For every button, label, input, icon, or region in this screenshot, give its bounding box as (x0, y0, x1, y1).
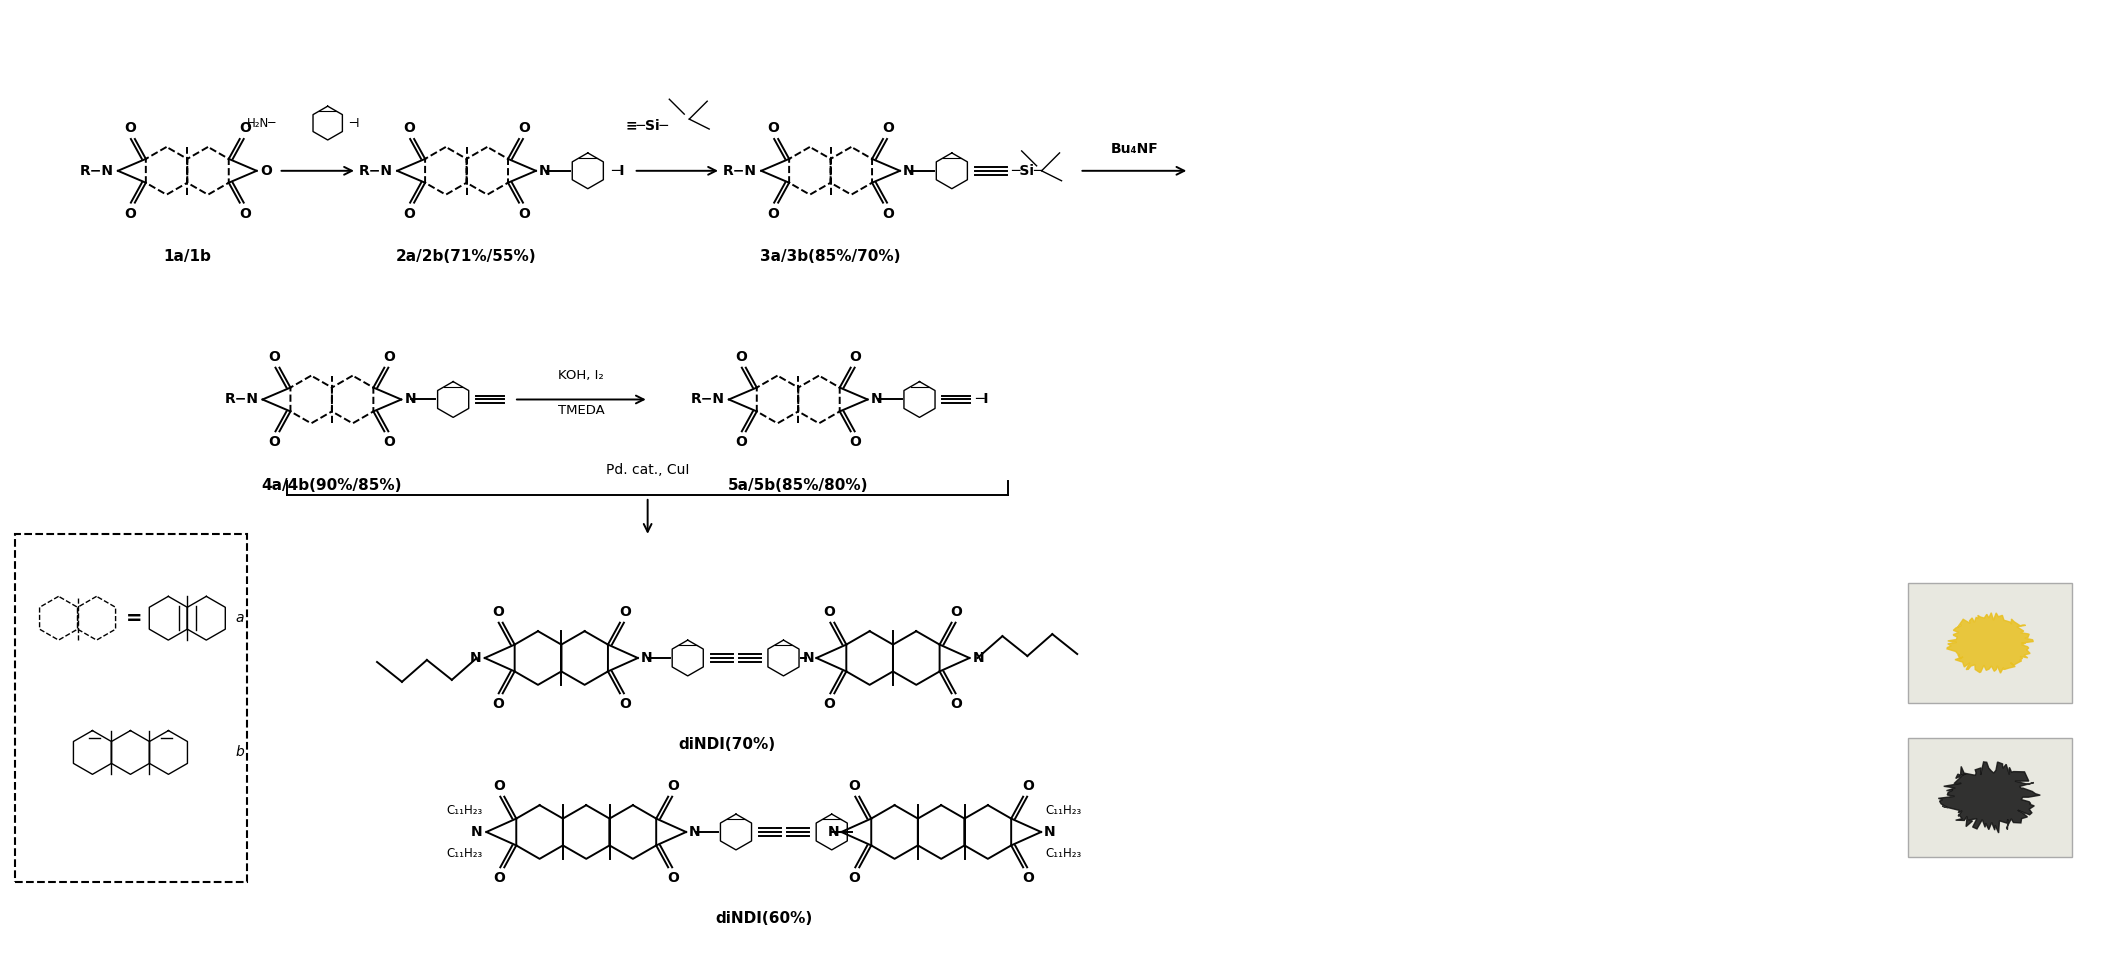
Text: C₁₁H₂₃: C₁₁H₂₃ (1045, 803, 1081, 817)
Text: O: O (124, 121, 135, 135)
Text: ─I: ─I (976, 392, 988, 406)
Text: H₂N─: H₂N─ (247, 116, 276, 130)
Text: R−N: R−N (691, 392, 725, 406)
Text: O: O (1022, 779, 1035, 793)
Text: 2a/2b(71%/55%): 2a/2b(71%/55%) (396, 249, 537, 265)
Text: ─Si─: ─Si─ (1011, 164, 1043, 177)
Text: O: O (849, 871, 860, 886)
Text: O: O (402, 121, 415, 135)
Text: O: O (849, 435, 862, 450)
Text: N: N (689, 825, 702, 839)
Text: O: O (383, 435, 396, 450)
Text: KOH, I₂: KOH, I₂ (558, 368, 605, 382)
Text: R−N: R−N (723, 164, 756, 177)
Text: N: N (470, 825, 483, 839)
Text: O: O (402, 206, 415, 221)
Text: R−N: R−N (225, 392, 259, 406)
Text: O: O (849, 779, 860, 793)
Text: O: O (268, 350, 280, 363)
Text: O: O (735, 350, 746, 363)
Text: O: O (735, 435, 746, 450)
Text: O: O (268, 435, 280, 450)
Text: O: O (767, 206, 780, 221)
Text: O: O (849, 350, 862, 363)
Text: N: N (904, 164, 914, 177)
Text: N: N (803, 651, 815, 665)
Text: O: O (883, 121, 893, 135)
Text: N: N (405, 392, 415, 406)
Text: O: O (493, 871, 506, 886)
Text: 1a/1b: 1a/1b (164, 249, 211, 265)
Text: O: O (950, 605, 963, 619)
Text: b: b (236, 745, 244, 760)
Text: O: O (668, 779, 678, 793)
Text: N: N (870, 392, 883, 406)
Text: O: O (767, 121, 780, 135)
FancyBboxPatch shape (15, 534, 247, 882)
Text: O: O (619, 698, 630, 711)
Text: O: O (491, 698, 504, 711)
FancyBboxPatch shape (1907, 583, 2073, 703)
Text: ≡─Si─: ≡─Si─ (626, 119, 668, 133)
Text: 3a/3b(85%/70%): 3a/3b(85%/70%) (761, 249, 902, 265)
FancyBboxPatch shape (1907, 737, 2073, 857)
Text: O: O (950, 698, 963, 711)
Text: 4a/4b(90%/85%): 4a/4b(90%/85%) (261, 478, 402, 493)
Text: R−N: R−N (358, 164, 394, 177)
Text: TMEDA: TMEDA (558, 404, 605, 418)
Text: O: O (883, 206, 893, 221)
Text: Bu₄NF: Bu₄NF (1110, 141, 1159, 156)
Text: Pd. cat., CuI: Pd. cat., CuI (607, 463, 689, 477)
Text: C₁₁H₂₃: C₁₁H₂₃ (447, 847, 483, 860)
Polygon shape (1951, 611, 2031, 672)
Text: N: N (539, 164, 550, 177)
Text: R−N: R−N (80, 164, 114, 177)
Text: O: O (491, 605, 504, 619)
Text: O: O (1022, 871, 1035, 886)
Text: O: O (238, 121, 251, 135)
Text: O: O (493, 779, 506, 793)
Text: C₁₁H₂₃: C₁₁H₂₃ (447, 803, 483, 817)
Text: N: N (641, 651, 653, 665)
Text: N: N (1045, 825, 1056, 839)
Text: O: O (383, 350, 396, 363)
Text: O: O (518, 206, 529, 221)
Text: O: O (824, 698, 834, 711)
Text: =: = (126, 609, 143, 628)
Text: C₁₁H₂₃: C₁₁H₂₃ (1045, 847, 1081, 860)
Polygon shape (1938, 762, 2040, 833)
Text: ─I: ─I (348, 116, 358, 130)
Text: diNDI(60%): diNDI(60%) (714, 911, 813, 925)
Text: N: N (973, 651, 984, 665)
Text: N: N (828, 825, 839, 839)
Text: O: O (261, 164, 272, 177)
Text: O: O (518, 121, 529, 135)
Text: 5a/5b(85%/80%): 5a/5b(85%/80%) (729, 478, 868, 493)
Text: a: a (236, 611, 244, 625)
Text: O: O (824, 605, 834, 619)
Text: ─I: ─I (611, 164, 624, 177)
Text: diNDI(70%): diNDI(70%) (678, 736, 775, 752)
Text: O: O (124, 206, 135, 221)
Text: O: O (668, 871, 678, 886)
Text: N: N (470, 651, 483, 665)
Text: O: O (238, 206, 251, 221)
Text: O: O (619, 605, 630, 619)
